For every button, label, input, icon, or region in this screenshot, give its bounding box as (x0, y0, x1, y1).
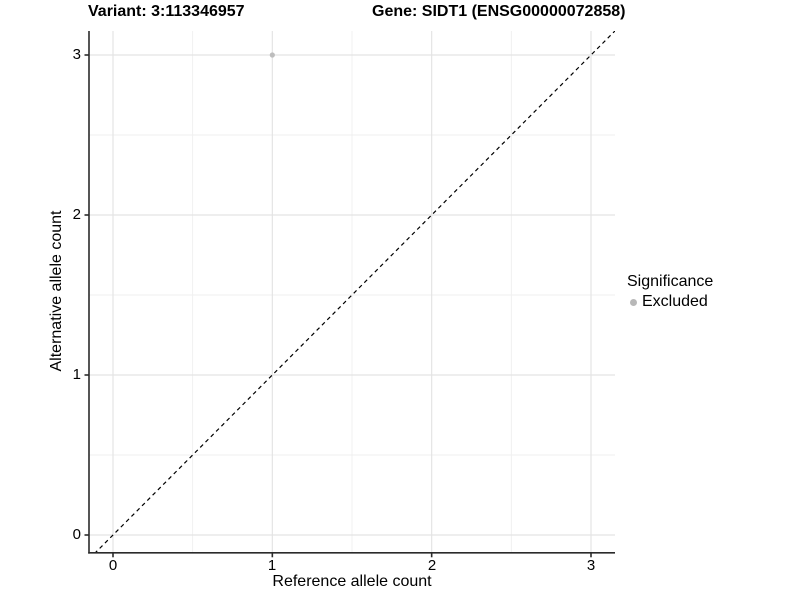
legend: Significance Excluded (627, 272, 713, 311)
x-tick-label-0: 0 (108, 557, 118, 574)
gridlines-minor (89, 31, 615, 553)
x-axis-title: Reference allele count (272, 573, 432, 590)
y-axis-title: Alternative allele count (48, 210, 65, 372)
y-tick-label-3: 3 (72, 46, 81, 63)
x-tick-label-3: 3 (586, 557, 596, 574)
y-tick-label-2: 2 (72, 206, 81, 223)
legend-title: Significance (627, 273, 714, 290)
y-tick-label-1: 1 (72, 366, 81, 383)
axis-tick-marks (84, 54, 592, 558)
plot-title-gene: Gene: SIDT1 (ENSG00000072858) (372, 3, 626, 20)
data-point (269, 52, 275, 58)
legend-point-icon (630, 298, 637, 306)
legend-item-excluded: Excluded (627, 293, 713, 311)
x-tick-label-2: 2 (427, 557, 437, 574)
legend-item-label: Excluded (642, 293, 708, 310)
plot-title-variant: Variant: 3:113346957 (88, 3, 245, 20)
y-tick-label-0: 0 (72, 526, 81, 543)
gridlines-major (89, 31, 615, 553)
x-tick-label-1: 1 (267, 557, 277, 574)
